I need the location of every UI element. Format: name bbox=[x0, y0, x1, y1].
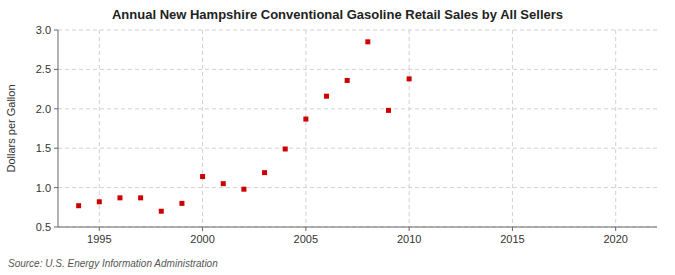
tick-label-y: 3.0 bbox=[36, 24, 51, 36]
chart-container: Annual New Hampshire Conventional Gasoli… bbox=[0, 0, 675, 275]
point bbox=[159, 209, 164, 214]
grid-line-x bbox=[409, 30, 410, 227]
tick-x bbox=[409, 227, 410, 231]
tick-y bbox=[54, 69, 58, 70]
title: Annual New Hampshire Conventional Gasoli… bbox=[112, 7, 563, 22]
grid-line-x bbox=[202, 30, 203, 227]
point bbox=[221, 181, 226, 186]
tick-label-y: 0.5 bbox=[36, 221, 51, 233]
point bbox=[324, 94, 329, 99]
grid bbox=[58, 30, 657, 227]
tick-label-x: 2000 bbox=[190, 233, 214, 245]
point bbox=[117, 195, 122, 200]
tick-label-y: 1.0 bbox=[36, 182, 51, 194]
tick-y bbox=[54, 227, 58, 228]
point bbox=[283, 146, 288, 151]
tick-y bbox=[54, 187, 58, 188]
grid-line-x bbox=[99, 30, 100, 227]
point bbox=[138, 195, 143, 200]
axes: 0.5 1.0 1.5 2.0 2.5 3.0 1995 2000 2005 2010 2015 20… bbox=[36, 24, 657, 245]
tick-x bbox=[615, 227, 616, 231]
point bbox=[76, 203, 81, 208]
tick-label-x: 2015 bbox=[500, 233, 524, 245]
point bbox=[179, 201, 184, 206]
tick-label-x: 2010 bbox=[397, 233, 421, 245]
grid-line-y bbox=[58, 30, 657, 31]
point bbox=[200, 174, 205, 179]
tick-x bbox=[202, 227, 203, 231]
tick-x bbox=[305, 227, 306, 231]
tick-label-x: 1995 bbox=[87, 233, 111, 245]
grid-line-y bbox=[58, 227, 657, 228]
tick-label-y: 2.5 bbox=[36, 63, 51, 75]
grid-line-y bbox=[58, 187, 657, 188]
point bbox=[386, 108, 391, 113]
tick-x bbox=[512, 227, 513, 231]
points bbox=[76, 39, 411, 213]
grid-line-y bbox=[58, 69, 657, 70]
grid-line-x bbox=[305, 30, 306, 227]
point bbox=[345, 78, 350, 83]
x-axis-line bbox=[58, 227, 657, 228]
point bbox=[241, 187, 246, 192]
chart-svg: Annual New Hampshire Conventional Gasoli… bbox=[0, 0, 675, 275]
grid-line-x bbox=[512, 30, 513, 227]
tick-x bbox=[99, 227, 100, 231]
tick-label-x: 2005 bbox=[294, 233, 318, 245]
tick-y bbox=[54, 108, 58, 109]
tick-label-y: 1.5 bbox=[36, 142, 51, 154]
tick-label-y: 2.0 bbox=[36, 103, 51, 115]
grid-line-y bbox=[58, 148, 657, 149]
tick-y bbox=[54, 30, 58, 31]
y-axis-line bbox=[58, 30, 59, 227]
point bbox=[407, 76, 412, 81]
grid-line-x bbox=[615, 30, 616, 227]
tick-label-x: 2020 bbox=[603, 233, 627, 245]
point bbox=[262, 170, 267, 175]
point bbox=[365, 39, 370, 44]
grid-line-y bbox=[58, 108, 657, 109]
point bbox=[97, 199, 102, 204]
y-axis-label: Dollars per Gallon bbox=[5, 84, 17, 172]
tick-y bbox=[54, 148, 58, 149]
point bbox=[303, 117, 308, 122]
source-note: Source: U.S. Energy Information Administ… bbox=[8, 258, 218, 269]
